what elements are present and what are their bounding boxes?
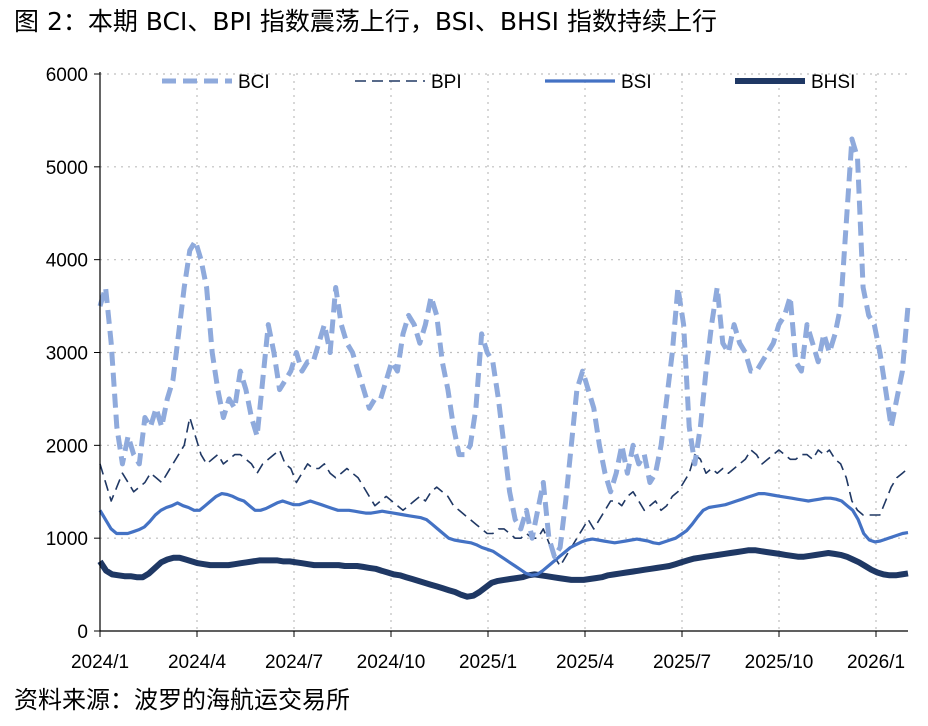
series-line-bci — [97, 136, 911, 560]
legend-label-bpi: BPI — [431, 72, 462, 93]
series-line-bhsi — [97, 547, 909, 600]
source-note: 资料来源：波罗的海航运交易所 — [14, 686, 350, 714]
legend-label-bsi: BSI — [621, 72, 652, 93]
y-tick-label: 0 — [77, 622, 88, 643]
series-layer — [97, 136, 911, 600]
y-tick-label: 3000 — [46, 344, 88, 365]
series-line-bsi — [98, 492, 909, 577]
y-tick-label: 2000 — [46, 436, 88, 457]
legend: BCI BPI BSI BHSI — [162, 72, 855, 93]
y-tick-label: 4000 — [46, 251, 88, 272]
y-tick-label: 5000 — [46, 158, 88, 179]
line-chart: 0 1000 2000 3000 4000 5000 6000 2024/1 2024/4 202… — [46, 65, 911, 673]
axes: 0 1000 2000 3000 4000 5000 6000 2024/1 2024/4 202… — [46, 65, 908, 673]
x-tick-label: 2025/1 — [459, 652, 517, 673]
y-tick-label: 1000 — [46, 529, 88, 550]
x-tick-label: 2024/7 — [265, 652, 323, 673]
series-line-bpi — [99, 416, 909, 567]
grid — [100, 73, 908, 631]
x-tick-label: 2024/4 — [168, 652, 227, 673]
x-tick-label: 2026/1 — [847, 652, 905, 673]
x-tick-label: 2025/10 — [745, 652, 814, 673]
x-tick-label: 2025/7 — [653, 652, 711, 673]
x-tick-label: 2024/10 — [357, 652, 426, 673]
y-tick-label: 6000 — [46, 65, 88, 86]
chart-title: 图 2：本期 BCI、BPI 指数震荡上行，BSI、BHSI 指数持续上行 — [14, 7, 717, 36]
x-tick-label: 2024/1 — [71, 652, 129, 673]
legend-label-bci: BCI — [238, 72, 270, 93]
x-tick-label: 2025/4 — [556, 652, 615, 673]
legend-label-bhsi: BHSI — [811, 72, 855, 93]
